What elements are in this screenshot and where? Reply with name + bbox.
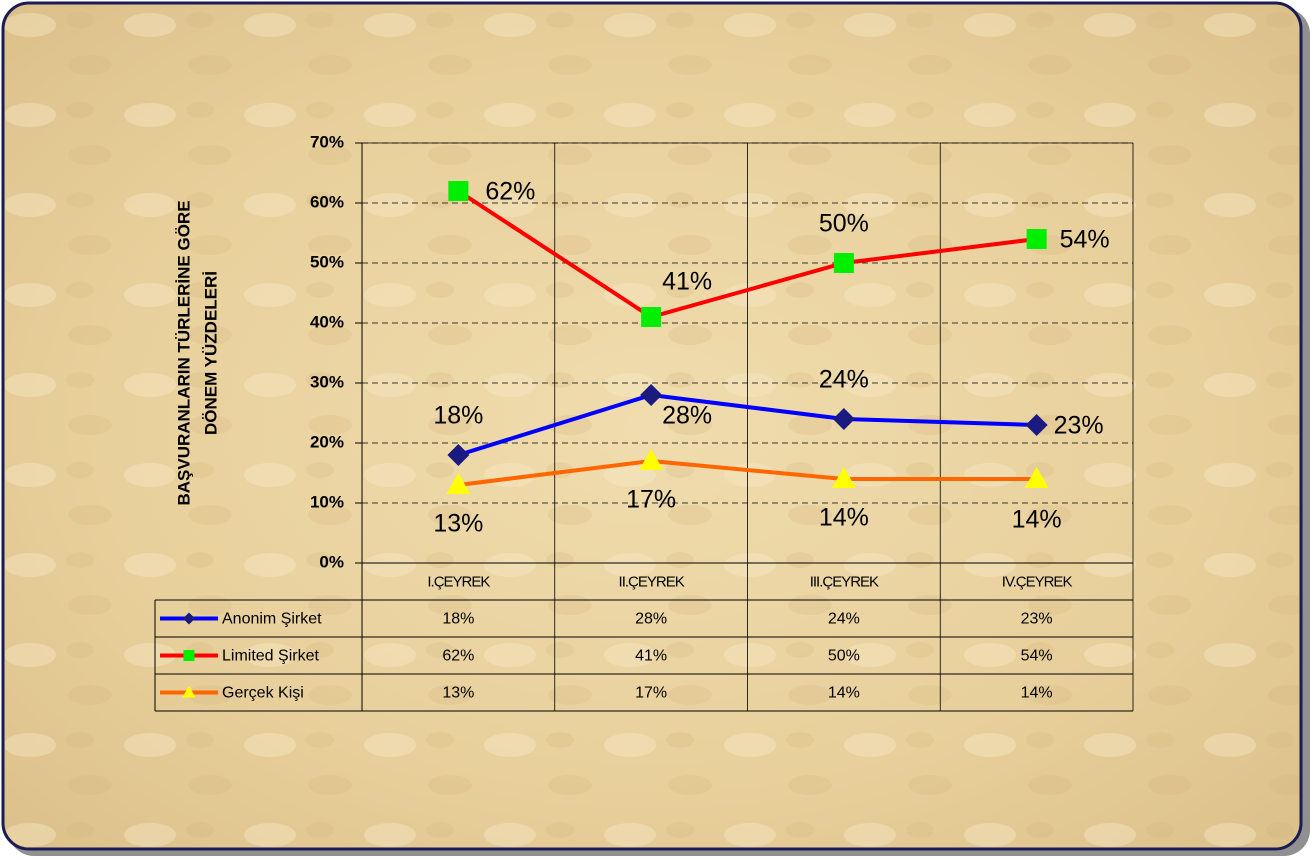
table-cell: 18%: [442, 611, 474, 628]
data-label: 50%: [819, 210, 869, 238]
x-tick-label: IV.ÇEYREK: [1002, 573, 1073, 590]
data-label: 13%: [433, 510, 483, 538]
series-line: [457, 392, 1037, 457]
marker: [833, 253, 854, 273]
marker: [641, 307, 662, 327]
y-tick-label: 40%: [310, 312, 344, 331]
data-label: 14%: [819, 504, 869, 532]
x-tick-label: III.ÇEYREK: [810, 573, 879, 590]
x-tick-label: II.ÇEYREK: [619, 573, 685, 590]
table-cell: 62%: [442, 648, 474, 665]
data-label: 23%: [1054, 412, 1104, 440]
y-tick-label: 30%: [310, 372, 344, 391]
table-cell: 50%: [828, 648, 860, 665]
data-label: 62%: [485, 178, 535, 206]
table-cell: 17%: [635, 685, 667, 702]
table-cell: 54%: [1021, 648, 1053, 665]
data-label: 28%: [662, 402, 712, 430]
series-line: [457, 189, 1037, 320]
data-label: 17%: [626, 486, 676, 514]
marker: [448, 181, 469, 201]
table-cell: 14%: [828, 685, 860, 702]
marker: [447, 444, 470, 466]
legend-label: Anonim Şirket: [222, 611, 322, 628]
marker: [1024, 467, 1049, 488]
table-cell: 13%: [442, 685, 474, 702]
marker: [1026, 229, 1047, 249]
marker: [831, 467, 856, 488]
data-label: 54%: [1060, 226, 1110, 254]
data-label: 18%: [433, 402, 483, 430]
y-axis-label: DÖNEM YÜZDELERİ: [201, 271, 220, 435]
table-cell: 23%: [1021, 611, 1053, 628]
y-tick-label: 10%: [310, 492, 344, 511]
data-label: 41%: [662, 268, 712, 296]
legend-label: Limited Şirket: [222, 648, 319, 665]
y-tick-label: 0%: [319, 552, 344, 571]
marker: [832, 408, 855, 430]
table-cell: 28%: [635, 611, 667, 628]
marker: [1025, 414, 1048, 436]
table-cell: 41%: [635, 648, 667, 665]
y-tick-label: 70%: [310, 132, 344, 151]
marker: [182, 685, 196, 698]
marker: [640, 384, 663, 406]
y-axis-label: BAŞVURANLARIN TÜRLERİNE GÖRE: [174, 200, 193, 505]
x-tick-label: I.ÇEYREK: [427, 573, 490, 590]
y-tick-label: 20%: [310, 432, 344, 451]
table-cell: 24%: [828, 611, 860, 628]
marker: [446, 473, 471, 494]
data-label: 24%: [819, 366, 869, 394]
marker: [639, 449, 664, 470]
data-label: 14%: [1012, 506, 1062, 534]
y-tick-label: 50%: [310, 252, 344, 271]
legend-label: Gerçek Kişi: [222, 685, 304, 702]
marker: [183, 650, 195, 661]
y-tick-label: 60%: [310, 192, 344, 211]
texture: [5, 5, 1299, 847]
table-cell: 14%: [1021, 685, 1053, 702]
series-line: [458, 458, 1037, 487]
